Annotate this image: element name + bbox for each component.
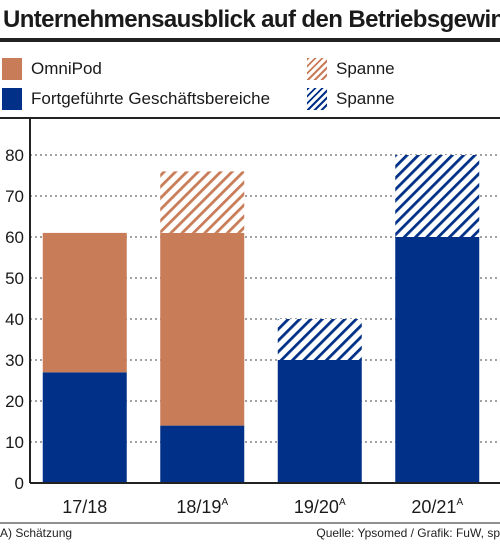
legend-swatch-spanne-omnipod bbox=[307, 58, 327, 80]
x-tick-label: 18/19A bbox=[176, 497, 228, 517]
title-rule bbox=[0, 38, 500, 42]
bar-chart: 0 10 20 30 40 50 60 70 80 17/18 18/19A 19/20A 20/21A bbox=[0, 119, 500, 524]
y-tick-label: 0 bbox=[15, 474, 24, 493]
y-tick-label: 30 bbox=[5, 351, 24, 370]
chart-top-rule bbox=[0, 117, 500, 119]
bar-omnipod bbox=[42, 232, 127, 373]
bar-spanne-fortgefuehrt bbox=[395, 155, 480, 237]
legend-swatch-fortgefuehrt bbox=[2, 88, 22, 110]
legend-swatch-omnipod bbox=[2, 58, 22, 80]
legend-label-spanne-fortgefuehrt: Spanne bbox=[336, 89, 395, 108]
legend-swatch-spanne-fortgefuehrt bbox=[307, 88, 327, 110]
y-tick-label: 20 bbox=[5, 392, 24, 411]
legend-fortgefuehrt: Fortgeführte Geschäftsbereiche bbox=[2, 88, 270, 110]
bar-fortgefuehrt bbox=[395, 237, 480, 483]
x-tick-superscript: A bbox=[221, 497, 228, 508]
y-tick-label: 60 bbox=[5, 228, 24, 247]
bar-fortgefuehrt bbox=[277, 360, 362, 483]
x-tick-label: 20/21A bbox=[411, 497, 463, 517]
bar-spanne-omnipod bbox=[160, 171, 245, 233]
x-tick-superscript: A bbox=[339, 497, 346, 508]
footnote: A) Schätzung bbox=[0, 526, 73, 540]
bar-fortgefuehrt bbox=[42, 372, 127, 483]
source-credit: Quelle: Ypsomed / Grafik: FuW, sp bbox=[316, 526, 500, 540]
bar-fortgefuehrt bbox=[160, 425, 245, 483]
legend-spanne-fortgefuehrt: Spanne bbox=[307, 88, 395, 110]
x-tick-label: 19/20A bbox=[294, 497, 346, 517]
bar-spanne-fortgefuehrt bbox=[277, 319, 362, 360]
legend-spanne-omnipod: Spanne bbox=[307, 58, 395, 80]
x-tick-label: 17/18 bbox=[62, 497, 107, 517]
y-tick-label: 70 bbox=[5, 187, 24, 206]
legend-label-spanne-omnipod: Spanne bbox=[336, 59, 395, 78]
y-tick-label: 50 bbox=[5, 269, 24, 288]
bar-omnipod bbox=[160, 232, 245, 426]
x-tick-superscript: A bbox=[456, 497, 463, 508]
y-tick-label: 40 bbox=[5, 310, 24, 329]
legend-omnipod: OmniPod bbox=[2, 58, 102, 80]
chart-title: Unternehmensausblick auf den Betriebsgew… bbox=[3, 6, 500, 33]
y-tick-label: 10 bbox=[5, 433, 24, 452]
legend-label-fortgefuehrt: Fortgeführte Geschäftsbereiche bbox=[31, 89, 271, 108]
y-tick-label: 80 bbox=[5, 146, 24, 165]
legend-label-omnipod: OmniPod bbox=[31, 59, 102, 78]
